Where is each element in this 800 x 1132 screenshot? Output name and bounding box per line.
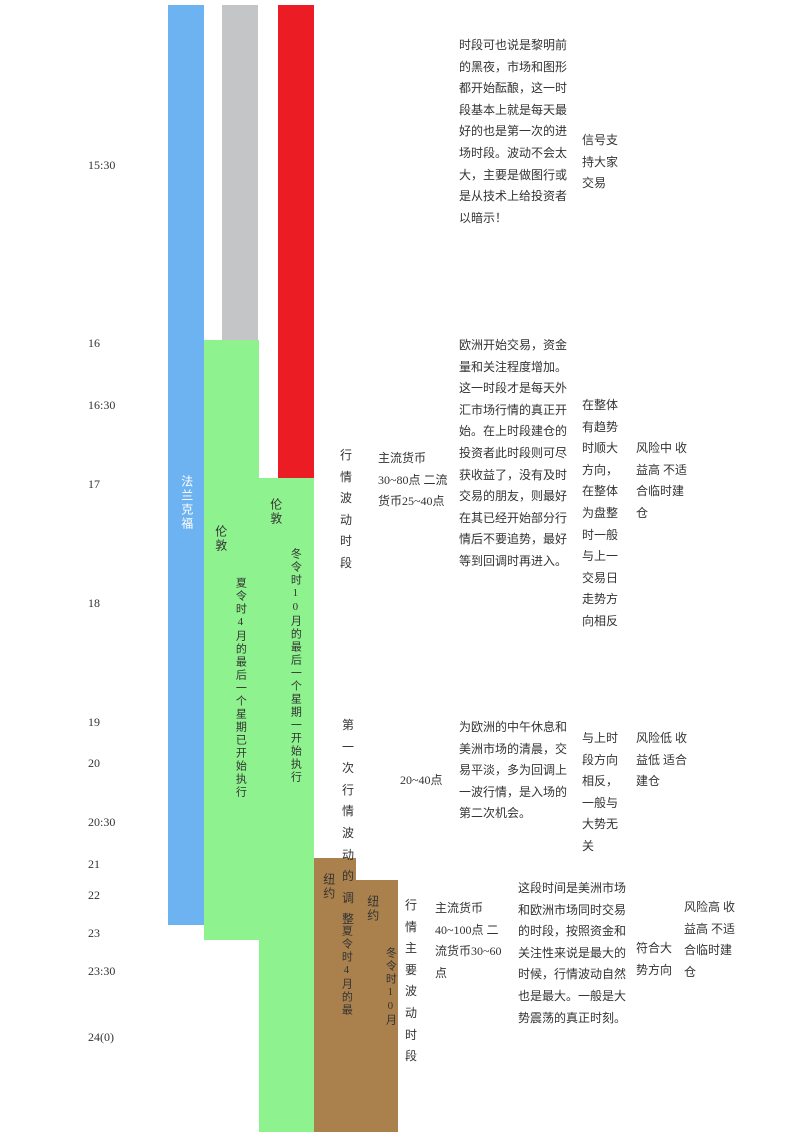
bar-ny1-label: 纽约 (320, 873, 337, 901)
bar-london2-sub: 冬令时10月的最后一个星期一开始执行 (287, 548, 302, 784)
bar-gray (222, 5, 258, 340)
mid-r2b: 主流货币30~80点 二流货币25~40点 (378, 448, 448, 513)
mid-r4a: 行情主要波动时段 (405, 895, 419, 1068)
time-1530: 15:30 (88, 158, 115, 173)
desc-r4: 这段时间是美洲市场和欧洲市场同时交易的时段，按照资金和关注性来说是最大的时候，行… (518, 878, 628, 1029)
bar-london1-label: 伦敦 (212, 525, 229, 553)
time-240: 24(0) (88, 1030, 114, 1045)
desc-r3c: 风险低 收益低 适合建仓 (636, 728, 692, 793)
desc-r2b: 在整体有趋势时顺大方向，在整体为盘整时一般与上一交易日走势方向相反 (582, 395, 624, 633)
mid-r4b: 主流货币40~100点 二流货币30~60点 (435, 898, 510, 984)
time-23: 23 (88, 926, 100, 941)
bar-frankfurt-label: 法兰克福 (178, 475, 195, 531)
time-2030: 20:30 (88, 815, 115, 830)
time-1630: 16:30 (88, 398, 115, 413)
trading-schedule: 15:30 16 16:30 17 18 19 20 20:30 21 22 2… (0, 0, 800, 1132)
mid-r2a: 行情波动时段 (340, 445, 354, 575)
desc-r4c: 风险高 收益高 不适合临时建仓 (684, 897, 740, 983)
time-17: 17 (88, 477, 100, 492)
bar-red (278, 5, 314, 535)
bar-ny1-sub: 夏令时4月的最 (338, 925, 353, 1017)
time-20: 20 (88, 756, 100, 771)
bar-ny2-label: 纽约 (364, 895, 381, 923)
desc-r4b: 符合大势方向 (636, 938, 678, 981)
desc-r3b: 与上时段方向相反，一般与大势无关 (582, 728, 624, 858)
bar-london2-label: 伦敦 (267, 498, 284, 526)
bar-ny2-sub: 冬令时10月 (382, 947, 397, 1027)
desc-r2: 欧洲开始交易，资金量和关注程度增加。这一时段才是每天外汇市场行情的真正开始。在上… (459, 335, 569, 573)
mid-r3a: 第一次行情波动的调整 (342, 715, 356, 931)
bar-london1-sub: 夏令时4月的最后一个星期已开始执行 (232, 577, 247, 799)
time-16: 16 (88, 336, 100, 351)
desc-r3: 为欧洲的中午休息和美洲市场的清晨，交易平淡，多为回调上一波行情，是入场的第二次机… (459, 717, 569, 825)
desc-r1b: 信号支持大家交易 (582, 130, 624, 195)
time-2330: 23:30 (88, 964, 115, 979)
time-21: 21 (88, 857, 100, 872)
bar-frankfurt (168, 5, 204, 925)
desc-r2c: 风险中 收益高 不适合临时建仓 (636, 438, 692, 524)
time-22: 22 (88, 888, 100, 903)
time-19: 19 (88, 715, 100, 730)
time-18: 18 (88, 596, 100, 611)
desc-r1: 时段可也说是黎明前的黑夜，市场和图形都开始酝酿，这一时段基本上就是每天最好的也是… (459, 35, 569, 229)
